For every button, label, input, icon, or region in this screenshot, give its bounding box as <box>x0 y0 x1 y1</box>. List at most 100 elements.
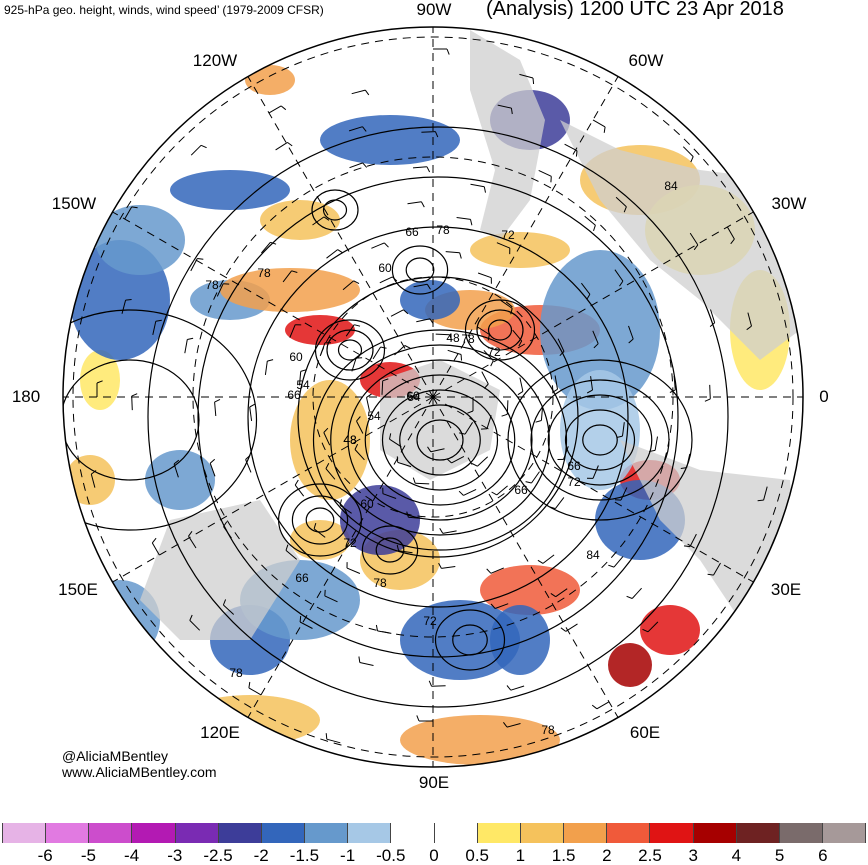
wind-barb <box>555 497 565 509</box>
colorbar-cell <box>132 823 176 843</box>
wind-barb <box>709 384 711 399</box>
wind-barb <box>346 567 361 574</box>
wind-barb-flag <box>188 531 193 537</box>
colorbar-cell <box>348 823 392 843</box>
wind-barb <box>359 662 374 666</box>
height-contour <box>364 374 516 506</box>
wind-barb-flag <box>757 499 764 502</box>
wind-barb <box>510 685 525 691</box>
wind-barb <box>245 459 252 473</box>
height-contour <box>305 507 335 533</box>
wind-barb-flag <box>325 463 330 469</box>
colorbar-tick-label: -1.5 <box>289 846 320 865</box>
wind-barb <box>214 402 217 417</box>
wind-barb-flag <box>510 108 513 115</box>
wind-barb <box>324 595 338 603</box>
wind-barb <box>763 486 768 501</box>
wind-barb <box>620 487 628 501</box>
wind-barb-flag <box>392 276 398 282</box>
wind-barb-flag <box>458 490 464 496</box>
wind-barb <box>710 309 716 323</box>
lon-label-30w: 30W <box>771 194 807 213</box>
wind-barb-flag <box>593 225 596 232</box>
colorbar-tick-label: 0.5 <box>465 846 490 865</box>
wind-barb <box>413 283 428 288</box>
figure-title: (Analysis) 1200 UTC 23 Apr 2018 <box>486 0 784 20</box>
contour-label: 60 <box>378 261 392 275</box>
height-contours <box>63 126 729 708</box>
wind-barb-flag <box>366 393 372 398</box>
height-contour <box>381 389 499 491</box>
wind-barb <box>445 251 460 254</box>
wind-barb <box>354 449 365 461</box>
colorbar-labels: -6 -5 -4 -3 -2.5 -2 -1.5 -1 -0.5 0 0.5 1 1.5 2 2.5 3 4 5 6 <box>0 846 868 865</box>
wind-barb-flag <box>380 346 387 349</box>
contour-label: 78 <box>373 576 387 590</box>
wind-barb <box>390 309 404 317</box>
wind-barb <box>614 269 624 282</box>
contour-label: 78 <box>229 666 243 680</box>
wind-barb <box>289 324 296 338</box>
wind-barb-flag <box>471 463 478 467</box>
wind-barb <box>223 526 232 539</box>
contour-label: 48 <box>446 331 460 345</box>
lon-label-0: 0 <box>819 387 829 406</box>
wind-barb <box>496 242 510 249</box>
anomaly-patch <box>245 65 295 95</box>
colorbar-tick-label: -0.5 <box>376 846 406 865</box>
wind-barb <box>121 299 127 314</box>
colorbar <box>2 823 867 843</box>
wind-barb <box>490 567 504 574</box>
lon-label-60w: 60W <box>628 51 664 70</box>
wind-barb <box>654 436 658 451</box>
colorbar-cell <box>650 823 694 843</box>
wind-barb-flag <box>449 334 453 341</box>
height-contour <box>487 319 513 341</box>
wind-barb <box>615 196 627 208</box>
wind-barb-flag <box>593 343 599 349</box>
wind-barb-flag <box>362 162 368 168</box>
wind-barb-flag <box>96 380 103 384</box>
wind-barb-flag <box>535 420 542 423</box>
wind-barb-flag <box>396 544 400 551</box>
meridian-line <box>247 76 434 398</box>
wind-barb <box>628 325 634 340</box>
wind-barb <box>372 346 382 360</box>
contour-label: 54 <box>407 390 421 404</box>
wind-barb <box>470 183 485 188</box>
height-contour <box>297 276 579 558</box>
wind-barb-flag <box>362 126 367 132</box>
wind-barb-flag <box>490 603 496 609</box>
wind-barb-flag <box>339 499 342 506</box>
anomaly-patch <box>65 455 115 505</box>
wind-barb <box>689 232 699 246</box>
colorbar-tick-label: 2.5 <box>638 846 662 865</box>
latitude-circle <box>72 36 794 758</box>
colorbar-tick-label: 1.5 <box>551 846 576 865</box>
wind-barb <box>456 217 471 220</box>
wind-barb-flag <box>323 427 329 433</box>
colorbar-tick-label: -2 <box>253 846 269 865</box>
wind-barb <box>647 621 659 633</box>
anomaly-patch <box>700 690 780 750</box>
wind-barb-flag <box>353 280 360 285</box>
wind-barb-flag <box>446 458 452 464</box>
wind-barb <box>421 131 436 133</box>
meridian-line <box>112 396 434 583</box>
wind-barb <box>408 516 423 519</box>
wind-barb <box>613 556 624 568</box>
wind-barb <box>590 376 593 391</box>
colorbar-cell <box>2 823 47 843</box>
wind-barb <box>592 465 599 479</box>
wind-barb <box>415 482 430 485</box>
wind-barb <box>540 406 544 421</box>
contour-label: 78 <box>257 266 271 280</box>
wind-barb <box>152 321 157 336</box>
wind-barb <box>442 530 457 534</box>
wind-barb <box>477 326 490 335</box>
anomaly-patch <box>400 600 520 680</box>
anomaly-patch <box>80 350 120 410</box>
wind-barb <box>673 375 676 390</box>
wind-barb <box>345 324 355 337</box>
